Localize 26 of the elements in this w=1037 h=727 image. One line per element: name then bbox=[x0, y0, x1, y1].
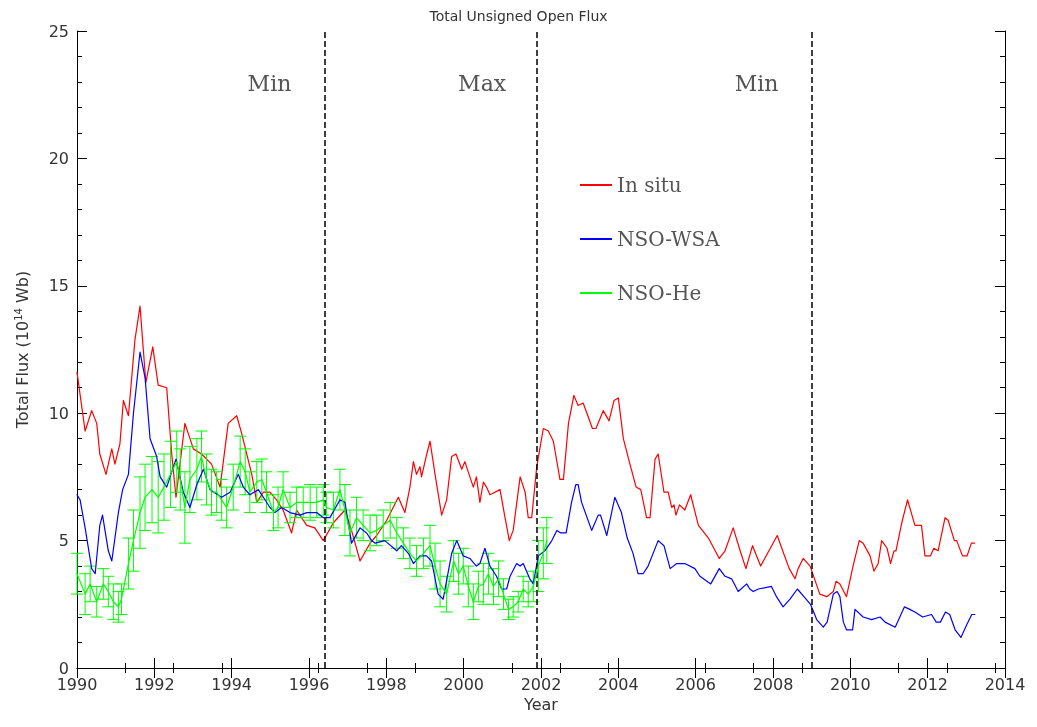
x-tick-label: 2004 bbox=[597, 674, 639, 694]
y-axis-title: Total Flux (1014 Wb) bbox=[12, 270, 32, 430]
x-tick-label: 1994 bbox=[211, 674, 253, 694]
annotation: Max bbox=[458, 70, 507, 96]
x-tick-label: 2010 bbox=[829, 674, 871, 694]
x-axis-title: Year bbox=[523, 695, 559, 715]
y-tick-label: 10 bbox=[48, 403, 69, 423]
annotation: Min bbox=[734, 70, 779, 96]
x-tick-label: 2014 bbox=[984, 674, 1026, 694]
chart-title: Total Unsigned Open Flux bbox=[428, 8, 608, 24]
y-tick-label: 15 bbox=[48, 276, 69, 296]
x-tick-label: 1992 bbox=[133, 674, 175, 694]
x-tick-label: 1998 bbox=[365, 674, 407, 694]
annotation: Min bbox=[247, 70, 292, 96]
y-tick-label: 25 bbox=[48, 21, 69, 41]
y-tick-label: 20 bbox=[48, 148, 69, 168]
legend-label: In situ bbox=[617, 173, 682, 197]
y-tick-label: 5 bbox=[58, 531, 69, 551]
legend-label: NSO-WSA bbox=[617, 227, 721, 251]
x-tick-label: 1996 bbox=[288, 674, 330, 694]
x-tick-label: 2008 bbox=[752, 674, 794, 694]
legend-label: NSO-He bbox=[617, 281, 702, 305]
x-tick-label: 2002 bbox=[520, 674, 562, 694]
x-tick-label: 2012 bbox=[907, 674, 949, 694]
x-tick-label: 2006 bbox=[675, 674, 717, 694]
x-tick-label: 2000 bbox=[443, 674, 485, 694]
